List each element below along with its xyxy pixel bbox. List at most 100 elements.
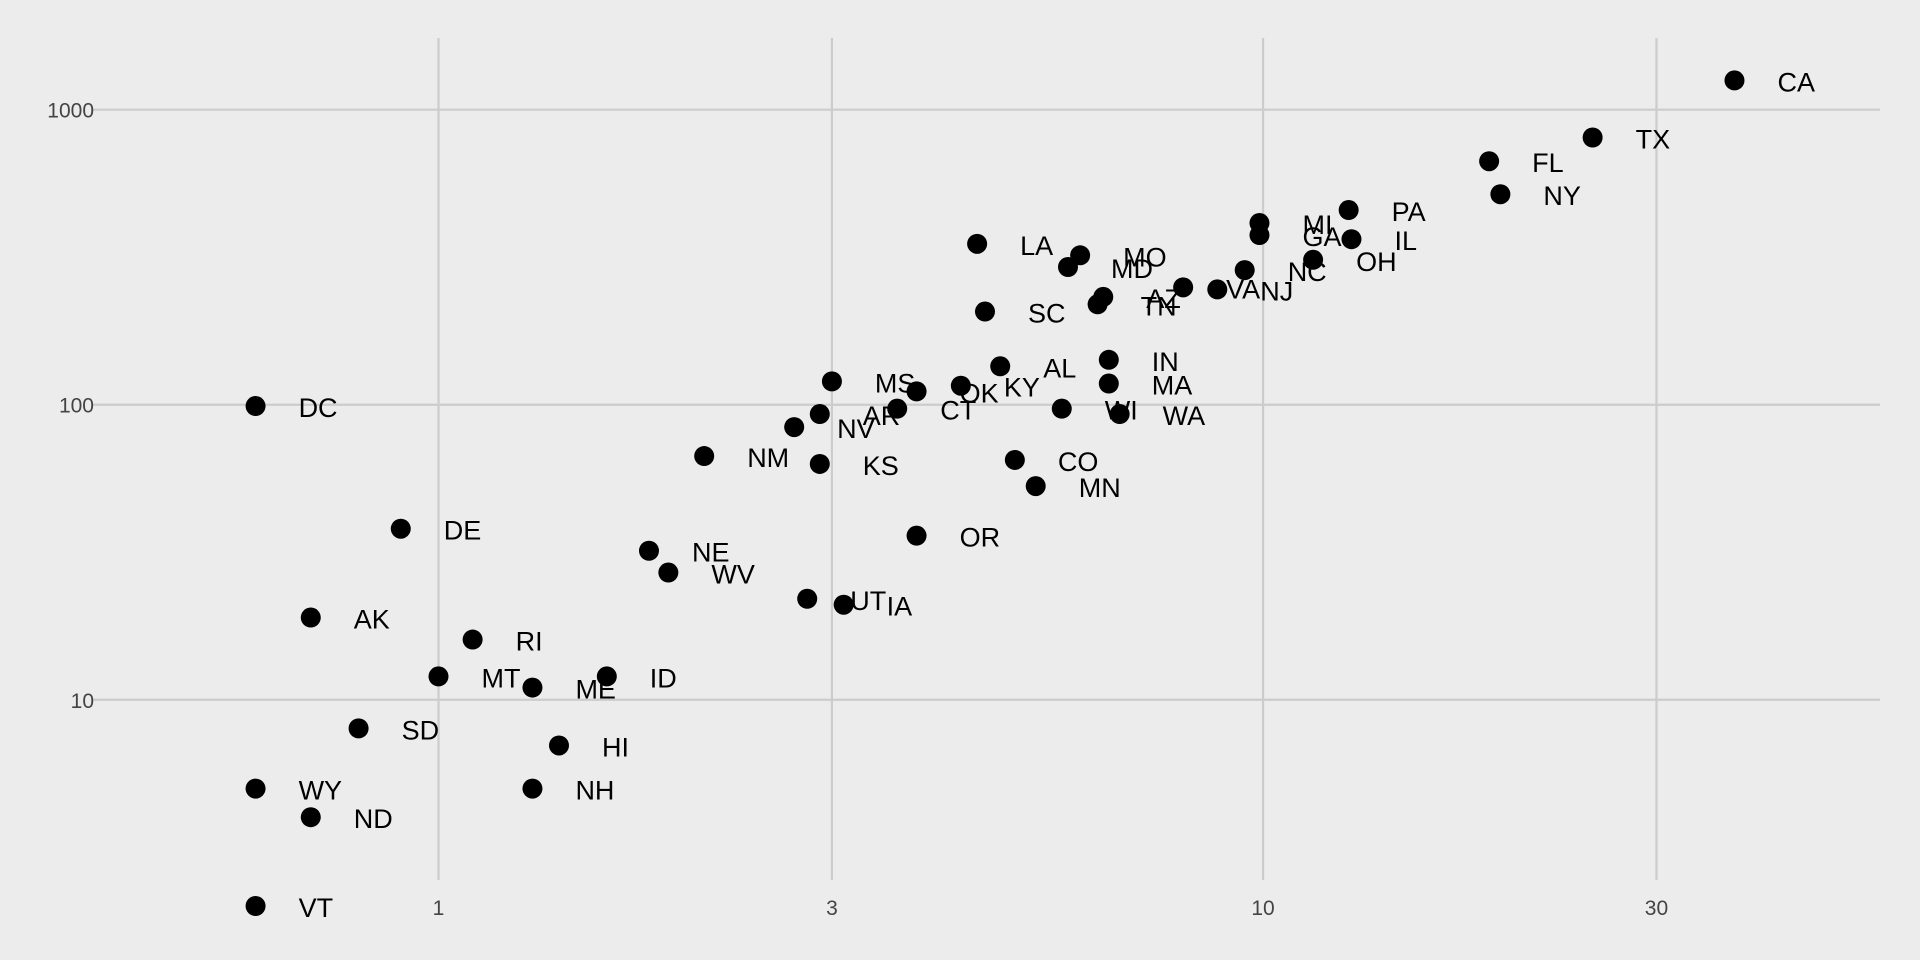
data-point xyxy=(1109,404,1130,425)
point-label: WV xyxy=(711,560,755,590)
point-label: TX xyxy=(1636,124,1671,154)
point-label: VT xyxy=(299,893,334,923)
data-point xyxy=(390,518,411,539)
data-point xyxy=(821,371,842,392)
point-label: LA xyxy=(1020,231,1053,261)
x-tick-label: 3 xyxy=(826,897,838,920)
point-label: ND xyxy=(354,804,393,834)
data-point xyxy=(1338,200,1359,221)
point-label: PA xyxy=(1392,197,1426,227)
point-label: MA xyxy=(1152,371,1193,401)
x-tick-label: 1 xyxy=(433,897,445,920)
data-point xyxy=(300,807,321,828)
y-axis-tick-labels: 10 100 1000 xyxy=(47,100,94,713)
point-label: NJ xyxy=(1260,276,1293,306)
data-point xyxy=(1087,294,1108,315)
data-point xyxy=(784,417,805,438)
data-point xyxy=(1249,225,1270,246)
data-point xyxy=(1341,229,1362,250)
data-point xyxy=(1025,476,1046,497)
data-point xyxy=(1057,256,1078,277)
point-label: NH xyxy=(575,776,614,806)
point-label: MT xyxy=(481,663,520,693)
data-point xyxy=(1303,249,1324,270)
point-label: NM xyxy=(747,443,789,473)
point-label: KS xyxy=(863,451,899,481)
data-point xyxy=(1173,277,1194,298)
point-label: MO xyxy=(1123,242,1167,272)
data-point xyxy=(1490,184,1511,205)
point-label: NV xyxy=(837,414,875,444)
x-axis-tick-labels: 1 3 10 30 xyxy=(433,897,1669,920)
point-label: CO xyxy=(1058,447,1099,477)
point-label: OK xyxy=(960,378,999,408)
point-label: AR xyxy=(863,401,901,431)
data-point xyxy=(1098,349,1119,370)
data-points xyxy=(245,70,1745,917)
point-label: VA xyxy=(1226,274,1260,304)
data-point xyxy=(596,666,617,687)
point-label: ID xyxy=(650,663,677,693)
data-point xyxy=(906,525,927,546)
data-point xyxy=(797,588,818,609)
gridlines xyxy=(92,38,1880,880)
data-point xyxy=(1004,449,1025,470)
point-label: WI xyxy=(1105,396,1138,426)
point-label: MS xyxy=(875,368,916,398)
data-point xyxy=(809,453,830,474)
point-label: IA xyxy=(887,592,913,622)
data-point xyxy=(245,396,266,417)
data-point xyxy=(809,404,830,425)
y-tick-label: 10 xyxy=(71,690,94,713)
data-point xyxy=(348,718,369,739)
point-label: IN xyxy=(1152,347,1179,377)
data-point xyxy=(887,398,908,419)
point-label: CT xyxy=(940,396,976,426)
data-point xyxy=(833,594,854,615)
data-point xyxy=(658,562,679,583)
point-label: AZ xyxy=(1146,284,1181,314)
data-point xyxy=(1051,398,1072,419)
point-label: WA xyxy=(1163,401,1206,431)
point-label: SC xyxy=(1028,299,1066,329)
data-point xyxy=(1582,127,1603,148)
data-point xyxy=(1234,260,1255,281)
point-label: NE xyxy=(692,538,730,568)
point-label: AL xyxy=(1043,353,1076,383)
data-point xyxy=(300,607,321,628)
point-label: WY xyxy=(299,776,343,806)
x-tick-label: 30 xyxy=(1645,897,1668,920)
data-point xyxy=(245,778,266,799)
point-label: DC xyxy=(299,393,338,423)
point-label: CA xyxy=(1777,67,1815,97)
data-point xyxy=(967,233,988,254)
point-label: MN xyxy=(1079,473,1121,503)
y-tick-label: 100 xyxy=(59,395,94,418)
data-point xyxy=(950,375,971,396)
point-label: GA xyxy=(1302,222,1341,252)
point-label: IL xyxy=(1394,226,1417,256)
point-label: KY xyxy=(1004,373,1040,403)
data-point xyxy=(548,735,569,756)
point-label: AK xyxy=(354,605,390,635)
point-label: UT xyxy=(850,586,886,616)
point-label: OH xyxy=(1356,247,1397,277)
point-label: DE xyxy=(444,516,482,546)
data-point xyxy=(1479,151,1500,172)
data-point xyxy=(462,629,483,650)
data-point xyxy=(1724,70,1745,91)
data-point xyxy=(522,778,543,799)
data-point xyxy=(522,677,543,698)
data-point xyxy=(1098,373,1119,394)
data-point xyxy=(694,446,715,467)
data-point xyxy=(1207,279,1228,300)
point-label: FL xyxy=(1532,148,1564,178)
point-label: ME xyxy=(575,675,616,705)
data-point xyxy=(990,356,1011,377)
point-label: MI xyxy=(1302,210,1332,240)
point-label: SD xyxy=(402,715,440,745)
data-point xyxy=(428,666,449,687)
data-point xyxy=(638,540,659,561)
